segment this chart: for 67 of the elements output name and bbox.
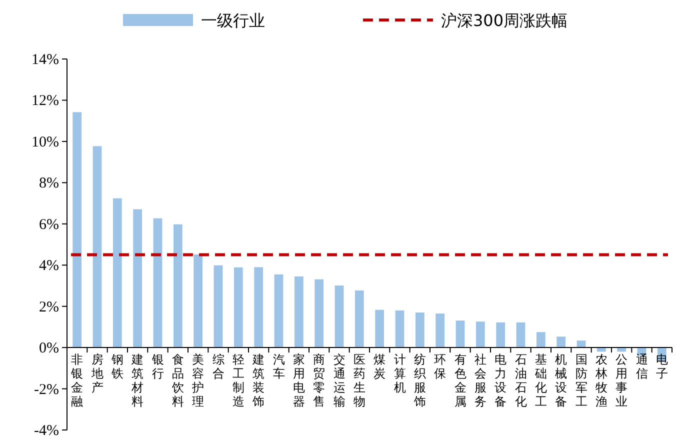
y-tick-label: -2% — [34, 382, 59, 398]
y-tick-label: 6% — [39, 216, 59, 233]
bar — [294, 276, 304, 348]
x-tick-label: 计算机 — [394, 352, 406, 395]
bar — [72, 112, 82, 348]
bar — [415, 312, 424, 348]
bar — [254, 267, 264, 348]
y-tick-label: 2% — [39, 299, 59, 316]
bar — [354, 290, 364, 348]
bar — [214, 265, 223, 348]
x-tick-label: 综合 — [212, 352, 224, 381]
bar — [556, 336, 566, 348]
bar — [375, 310, 384, 348]
x-tick-label: 煤炭 — [374, 352, 386, 381]
bar — [92, 146, 102, 348]
x-tick-label: 医药生物 — [353, 352, 366, 409]
bar — [436, 314, 445, 348]
x-tick-label: 社会服务 — [474, 352, 486, 409]
legend-label: 沪深300周涨跌幅 — [441, 11, 568, 30]
bar — [173, 224, 182, 348]
x-tick-label: 有色金属 — [454, 352, 466, 409]
y-tick-label: 8% — [39, 176, 59, 192]
x-tick-label: 电力设备 — [494, 352, 507, 409]
x-tick-label: 电子 — [656, 352, 668, 381]
y-tick-label: 12% — [32, 93, 59, 110]
y-tick-label: 4% — [39, 258, 59, 274]
bar — [153, 218, 162, 348]
x-tick-label: 纺织服饰 — [412, 352, 426, 409]
bar — [334, 286, 344, 348]
y-tick-label: -4% — [34, 423, 59, 437]
bar — [395, 310, 404, 348]
x-tick-label: 银行 — [150, 352, 164, 381]
x-tick-label: 家用电器 — [292, 352, 305, 409]
bar — [496, 322, 506, 348]
bar — [516, 322, 526, 348]
bar — [536, 332, 546, 348]
x-tick-label: 公用事业 — [616, 352, 628, 409]
y-tick-label: 10% — [32, 134, 59, 150]
y-tick-label: 14% — [32, 52, 59, 68]
x-tick-label: 机械设备 — [555, 352, 568, 409]
bar — [234, 267, 243, 348]
bar — [274, 274, 284, 348]
x-tick-label: 基础化工 — [534, 352, 547, 409]
bar — [456, 320, 465, 348]
bar — [112, 198, 122, 348]
bar — [314, 279, 324, 348]
x-tick-label: 美容护理 — [191, 352, 204, 409]
x-tick-label: 农林牧渔 — [594, 352, 608, 409]
x-tick-label: 环保 — [434, 352, 446, 381]
x-tick-label: 轻工制造 — [232, 352, 244, 409]
x-tick-label: 食品饮料 — [170, 352, 184, 409]
x-tick-label: 国防军工 — [575, 352, 588, 409]
x-tick-label: 建筑装饰 — [252, 352, 265, 409]
x-tick-label: 通信 — [636, 352, 648, 381]
x-tick-label: 石油石化 — [514, 352, 527, 409]
bar — [194, 254, 203, 348]
x-tick-label: 汽车 — [272, 352, 285, 381]
x-tick-label: 房地产 — [90, 352, 104, 395]
bar — [476, 322, 485, 348]
x-tick-label: 交通运输 — [333, 352, 346, 409]
y-tick-label: 0% — [39, 340, 59, 357]
x-tick-label: 建筑材料 — [130, 352, 144, 409]
x-tick-label: 钢铁 — [110, 352, 124, 381]
legend-label: 一级行业 — [201, 11, 265, 30]
bar — [133, 209, 142, 348]
x-tick-label: 商贸零售 — [313, 352, 326, 409]
x-tick-label: 非银金融 — [70, 352, 84, 409]
